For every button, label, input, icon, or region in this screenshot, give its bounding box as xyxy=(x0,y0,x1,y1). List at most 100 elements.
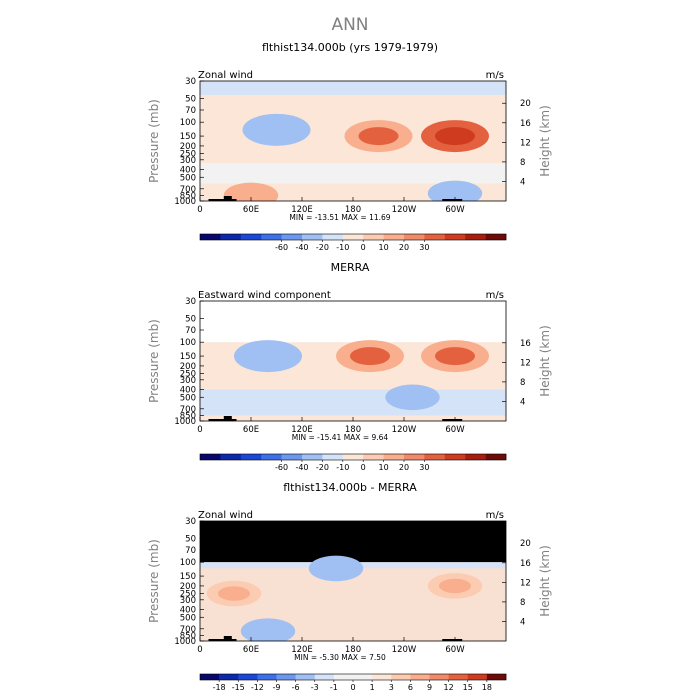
y-tick-label: 50 xyxy=(185,94,196,104)
colorbar-swatch xyxy=(322,454,344,460)
topography-mark xyxy=(208,419,237,421)
colorbar-swatch xyxy=(383,454,405,460)
colorbar-swatch xyxy=(240,454,262,460)
panel-title: MERRA xyxy=(331,261,370,274)
field-feature-core xyxy=(439,578,471,594)
y-tick-label: 250 xyxy=(180,370,196,380)
height-tick-label: 4 xyxy=(520,397,525,407)
y-axis-label: Pressure (mb) xyxy=(147,319,161,403)
y-tick-label: 100 xyxy=(180,338,196,348)
colorbar-swatch xyxy=(363,454,384,460)
colorbar-swatch xyxy=(302,454,323,460)
field-feature-core xyxy=(248,347,288,366)
units-label: m/s xyxy=(486,70,504,81)
colorbar-label: -3 xyxy=(311,683,319,692)
colorbar-label: 10 xyxy=(379,243,389,252)
field-feature-core xyxy=(252,623,284,639)
field-feature-core xyxy=(396,390,429,405)
missing-region xyxy=(200,301,506,343)
x-tick-label: 120E xyxy=(291,425,313,435)
colorbar: -18 -15 -12 -9 -6 -3 -1 0 1 3 6 9 12 15 18 xyxy=(199,673,507,692)
colorbar-swatch xyxy=(314,674,335,680)
height-tick-label: 4 xyxy=(520,177,525,187)
y-tick-label: 50 xyxy=(185,314,196,324)
height-tick-label: 20 xyxy=(520,99,531,109)
x-tick-label: 180 xyxy=(345,645,361,655)
y-tick-label: 30 xyxy=(185,297,196,307)
y-tick-label: 1000 xyxy=(174,417,196,427)
height-tick-label: 16 xyxy=(520,559,531,569)
y-tick-label: 30 xyxy=(185,77,196,87)
field-plot xyxy=(200,81,506,201)
colorbar-label: 0 xyxy=(361,243,366,252)
x-tick-label: 120W xyxy=(392,425,417,435)
colorbar-swatch xyxy=(467,674,488,680)
colorbar-swatch xyxy=(410,674,430,680)
panels: flthist134.000b (yrs 1979-1979) Zonal win… xyxy=(147,41,552,692)
field-feature-core xyxy=(435,347,475,366)
topography-mark xyxy=(223,196,232,201)
field-feature-core xyxy=(320,561,352,576)
field-plot xyxy=(200,521,506,641)
field-feature-core xyxy=(256,120,297,139)
colorbar-swatch xyxy=(383,234,405,240)
y-tick-label: 30 xyxy=(185,517,196,527)
y-tick-label: 300 xyxy=(180,596,196,606)
colorbar-swatch xyxy=(257,674,277,680)
colorbar-swatch xyxy=(302,234,323,240)
y-tick-label: 400 xyxy=(180,166,196,176)
colorbar-swatch xyxy=(220,234,242,240)
y-tick-label: 50 xyxy=(185,534,196,544)
colorbar-label: -10 xyxy=(336,463,349,472)
colorbar-swatch xyxy=(372,674,392,680)
lower-band xyxy=(200,389,506,416)
colorbar-swatch xyxy=(342,454,364,460)
y2-axis-label: Height (km) xyxy=(538,325,552,396)
y2-axis-label: Height (km) xyxy=(538,545,552,616)
min-max-stats: MIN = -5.30 MAX = 7.50 xyxy=(294,653,386,662)
colorbar-label: 18 xyxy=(482,683,492,692)
colorbar-label: -60 xyxy=(275,243,288,252)
colorbar-swatch xyxy=(448,674,469,680)
colorbar-swatch xyxy=(261,234,282,240)
figure-title: ANN xyxy=(331,15,368,35)
x-tick-label: 60E xyxy=(243,645,259,655)
topography-mark xyxy=(442,199,463,201)
panel-1: flthist134.000b (yrs 1979-1979) Zonal win… xyxy=(147,41,552,252)
colorbar-swatch xyxy=(486,674,507,680)
masked-region xyxy=(200,521,506,563)
colorbar-swatch xyxy=(333,674,354,680)
colorbar-swatch xyxy=(424,454,446,460)
x-tick-label: 180 xyxy=(345,205,361,215)
colorbar-swatch xyxy=(465,234,486,240)
colorbar-swatch xyxy=(220,454,242,460)
colorbar-label: -6 xyxy=(292,683,300,692)
y-tick-label: 300 xyxy=(180,156,196,166)
panel-title: flthist134.000b (yrs 1979-1979) xyxy=(262,41,438,54)
height-tick-label: 8 xyxy=(520,598,525,608)
colorbar-swatch xyxy=(404,234,425,240)
colorbar-swatch xyxy=(261,454,282,460)
y-tick-label: 1000 xyxy=(174,197,196,207)
stratosphere-band xyxy=(200,81,506,95)
colorbar-swatch xyxy=(485,454,507,460)
y-tick-label: 500 xyxy=(180,173,196,183)
colorbar-label: 3 xyxy=(389,683,394,692)
colorbar-label: 0 xyxy=(350,683,355,692)
height-tick-label: 12 xyxy=(520,358,531,368)
field-feature-core xyxy=(439,186,471,201)
y-tick-label: 150 xyxy=(180,572,196,582)
y-tick-label: 70 xyxy=(185,326,196,336)
y-tick-label: 250 xyxy=(180,590,196,600)
colorbar-label: -40 xyxy=(295,243,308,252)
y-tick-label: 200 xyxy=(180,582,196,592)
colorbar-label: -40 xyxy=(295,463,308,472)
colorbar-swatch xyxy=(404,454,425,460)
colorbar-swatch xyxy=(219,674,239,680)
colorbar-label: -18 xyxy=(213,683,226,692)
height-tick-label: 12 xyxy=(520,578,531,588)
y-tick-label: 200 xyxy=(180,362,196,372)
y-tick-label: 150 xyxy=(180,132,196,142)
height-tick-label: 16 xyxy=(520,119,531,129)
